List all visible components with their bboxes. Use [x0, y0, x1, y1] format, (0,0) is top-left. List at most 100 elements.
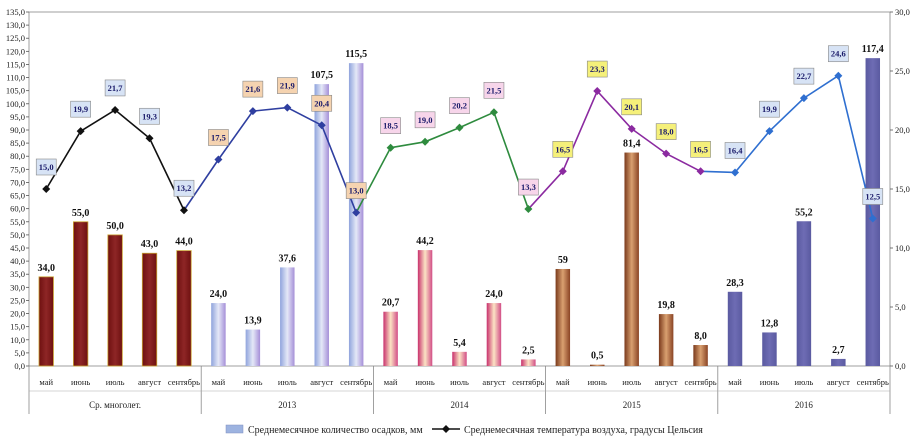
temperature-label: 16,5	[555, 144, 570, 154]
y-left-tick-label: 10,0	[10, 335, 25, 345]
y-left-tick-label: 35,0	[10, 269, 25, 279]
precipitation-label: 34,0	[37, 263, 55, 274]
y-right-tick-label: 25,0	[895, 66, 910, 76]
precipitation-label: 2,5	[522, 345, 535, 356]
axes: 0,0 5,0 10,0 15,0 20,0 25,0 30,0 35,0 40,0 45,0 50…	[6, 7, 910, 414]
temperature-label-box	[173, 179, 195, 197]
temperature-label-box	[449, 97, 470, 114]
precipitation-bar	[555, 268, 571, 366]
temperature-marker	[386, 143, 395, 152]
x-tick-label: июнь	[588, 377, 607, 387]
y-right-tick-label: 5,0	[895, 302, 906, 312]
plot-area	[28, 11, 891, 367]
x-tick-label: сентябрь	[168, 377, 200, 387]
temperature-marker	[111, 105, 120, 114]
precipitation-label: 8,0	[694, 331, 707, 342]
y-left-tick-label: 110,0	[6, 73, 25, 83]
y-left-tick-label: 40,0	[10, 256, 25, 266]
precipitation-bar	[73, 221, 89, 367]
temperature-label-box	[759, 100, 780, 118]
y-left-tick-label: 45,0	[10, 243, 25, 253]
temperature-marker	[489, 108, 498, 117]
temperature-label-box	[655, 123, 677, 140]
temperature-line-connector	[183, 159, 220, 211]
group-label: 2013	[278, 400, 297, 410]
y-right-tick-label: 30,0	[895, 7, 910, 17]
temperature-label-box	[276, 77, 298, 94]
precipitation-bar	[280, 267, 295, 366]
group-label: 2015	[623, 400, 642, 410]
x-tick-label: июнь	[760, 377, 779, 387]
legend-label-bars: Среднемесячное количество осадков, мм	[248, 425, 423, 436]
temperature-label: 20,2	[452, 101, 467, 111]
legend-swatch-bars	[225, 424, 244, 434]
precipitation-bar	[624, 152, 639, 366]
precipitation-label: 55,2	[795, 207, 813, 218]
x-tick-label: август	[827, 377, 850, 387]
temperature-label: 15,0	[39, 162, 54, 172]
precipitation-bar	[176, 250, 192, 367]
temperature-label: 18,5	[383, 121, 398, 131]
temperature-marker	[42, 185, 51, 193]
y-left-tick-label: 115,0	[6, 59, 25, 69]
temperature-marker	[834, 71, 843, 80]
x-tick-label: сентябрь	[340, 377, 372, 387]
temperature-marker	[352, 208, 361, 217]
x-tick-label: сентябрь	[512, 377, 544, 387]
temperature-label-box	[690, 141, 711, 158]
x-tick-label: май	[556, 377, 570, 387]
precipitation-bar	[486, 303, 502, 366]
precipitation-bar	[693, 345, 708, 366]
y-left-tick-label: 80,0	[10, 151, 25, 161]
temperature-line-connector	[700, 170, 736, 174]
group-label: Ср. многолет.	[89, 400, 141, 410]
chart-frame	[28, 11, 891, 367]
precipitation-bar	[383, 311, 398, 366]
x-tick-label: май	[39, 377, 53, 387]
temperature-label: 13,3	[521, 182, 536, 192]
precipitation-label: 24,0	[485, 289, 503, 300]
temperature-marker	[283, 103, 292, 112]
temperature-label: 12,5	[865, 192, 880, 202]
temperature-label-box	[828, 45, 849, 63]
temperature-label: 13,2	[177, 183, 192, 193]
temperature-marker	[317, 121, 326, 130]
temperature-label-box	[552, 141, 574, 158]
y-left-tick-label: 25,0	[10, 295, 25, 305]
y-right-tick-label: 15,0	[895, 184, 910, 194]
temperature-label: 17,5	[211, 133, 226, 143]
x-tick-label: июль	[794, 377, 813, 387]
temperature-marker	[662, 149, 671, 158]
precipitation-bar	[107, 234, 123, 367]
temperature-label: 18,0	[659, 127, 674, 137]
x-tick-label: июль	[278, 377, 297, 387]
y-left-tick-label: 125,0	[6, 33, 25, 43]
precipitation-label: 59	[558, 255, 568, 266]
temperature-marker	[248, 107, 257, 116]
precipitation-label: 37,6	[279, 253, 297, 264]
precipitation-label: 44,2	[416, 236, 434, 247]
precipitation-bar	[865, 58, 881, 366]
precipitation-label: 24,0	[210, 289, 228, 300]
y-left-tick-label: 100,0	[6, 99, 25, 109]
temperature-label: 21,7	[108, 83, 124, 93]
y-right-tick-label: 10,0	[895, 243, 910, 253]
temperature-label: 21,6	[245, 84, 260, 94]
y-left-tick-label: 15,0	[10, 322, 25, 332]
temperature-marker	[145, 134, 154, 143]
temperature-label-box	[242, 80, 264, 98]
temperature-label: 20,4	[314, 98, 330, 108]
temperature-label-box	[586, 60, 608, 78]
temperature-label-box	[414, 111, 436, 129]
x-tick-label: июль	[106, 377, 125, 387]
temperature-label: 19,9	[73, 104, 88, 114]
precipitation-label: 43,0	[141, 239, 159, 250]
temperature-label: 19,9	[762, 104, 777, 114]
temperature-line-connector	[527, 170, 564, 210]
precipitation-labels: 34,0 55,0 50,0 43,0 44,0 24,0 13,9 37,6 107,5 115…	[37, 44, 883, 362]
x-tick-label: сентябрь	[684, 377, 716, 387]
precipitation-bar	[762, 332, 777, 366]
temperature-marker	[214, 155, 223, 164]
precipitation-label: 44,0	[175, 237, 193, 248]
